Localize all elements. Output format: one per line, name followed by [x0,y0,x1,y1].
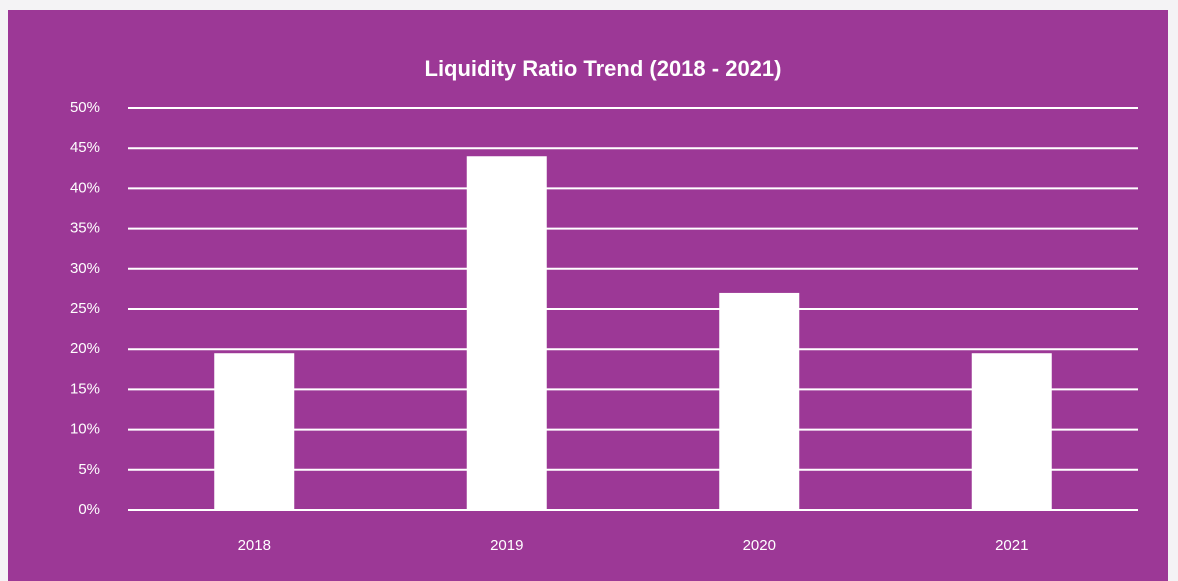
y-tick-label: 5% [78,461,100,478]
y-tick-label: 25% [70,300,100,317]
y-tick-label: 0% [78,501,100,518]
y-tick-label: 45% [70,139,100,156]
x-tick-label: 2019 [490,537,523,554]
bar [214,353,295,510]
y-tick-label: 10% [70,421,100,438]
x-tick-label: 2021 [995,537,1028,554]
y-tick-label: 20% [70,340,100,357]
y-tick-label: 15% [70,380,100,397]
x-tick-label: 2020 [743,537,776,554]
bar [719,292,800,510]
y-tick-label: 50% [70,99,100,116]
x-tick-label: 2018 [238,537,271,554]
bar [971,353,1052,510]
y-tick-label: 40% [70,179,100,196]
chart-title: Liquidity Ratio Trend (2018 - 2021) [425,56,782,81]
bar [466,156,547,511]
y-tick-label: 30% [70,260,100,277]
y-tick-label: 35% [70,220,100,237]
